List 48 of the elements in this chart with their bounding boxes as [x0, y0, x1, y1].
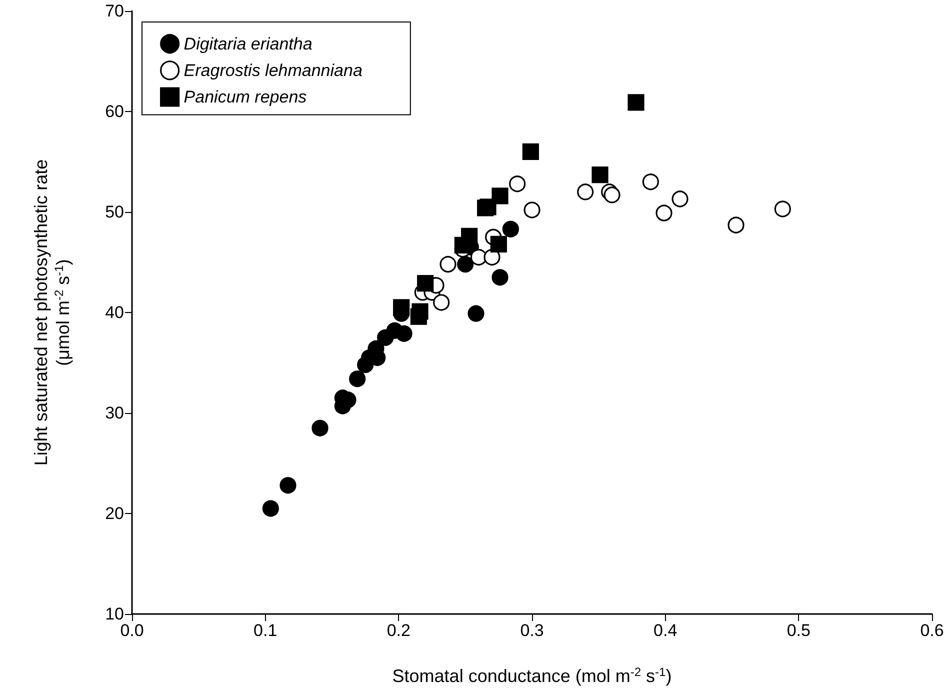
point: [461, 228, 478, 244]
point: [524, 202, 540, 218]
point: [417, 275, 434, 292]
legend-label: Panicum repens: [184, 88, 308, 106]
y-tick-label: 60: [105, 102, 124, 121]
y-tick-label: 10: [105, 604, 124, 624]
legend-label: Digitaria eriantha: [184, 34, 312, 54]
point: [349, 370, 366, 388]
y-tick-label: 30: [105, 404, 124, 422]
point: [672, 190, 688, 208]
y-tick-label: 70: [105, 2, 124, 20]
point: [457, 256, 474, 273]
x-tick-label: 0.4: [654, 621, 678, 640]
point: [577, 184, 594, 200]
point: [604, 186, 620, 204]
y-tick-label: 40: [105, 303, 124, 322]
x-tick-label: 0.5: [786, 621, 810, 640]
point: [656, 204, 672, 222]
point: [468, 305, 484, 322]
y-tick-label: 50: [105, 202, 124, 222]
point: [642, 174, 659, 190]
point: [774, 200, 791, 218]
x-tick-label: 0.2: [386, 621, 410, 640]
point: [484, 248, 500, 266]
y-tick-label: 20: [105, 504, 124, 523]
legend-label: Eragrostis lehmanniana: [184, 60, 362, 80]
point: [592, 166, 608, 184]
point: [396, 325, 412, 342]
x-tick-label: 0.1: [254, 621, 278, 640]
point: [280, 477, 296, 494]
point: [393, 299, 410, 316]
point: [440, 256, 456, 273]
point: [728, 216, 744, 234]
x-tick-label: 0.3: [520, 621, 544, 640]
point: [502, 220, 519, 238]
point: [490, 236, 507, 252]
x-tick-label: 0.6: [920, 621, 944, 640]
point: [470, 248, 487, 266]
point: [312, 420, 328, 436]
point: [262, 500, 279, 517]
point: [522, 143, 539, 160]
point: [433, 294, 450, 311]
point: [628, 94, 644, 111]
x-tick-label: 0.0: [120, 621, 144, 640]
point: [412, 303, 428, 320]
point: [509, 176, 526, 192]
point: [492, 269, 508, 286]
point: [492, 188, 508, 204]
